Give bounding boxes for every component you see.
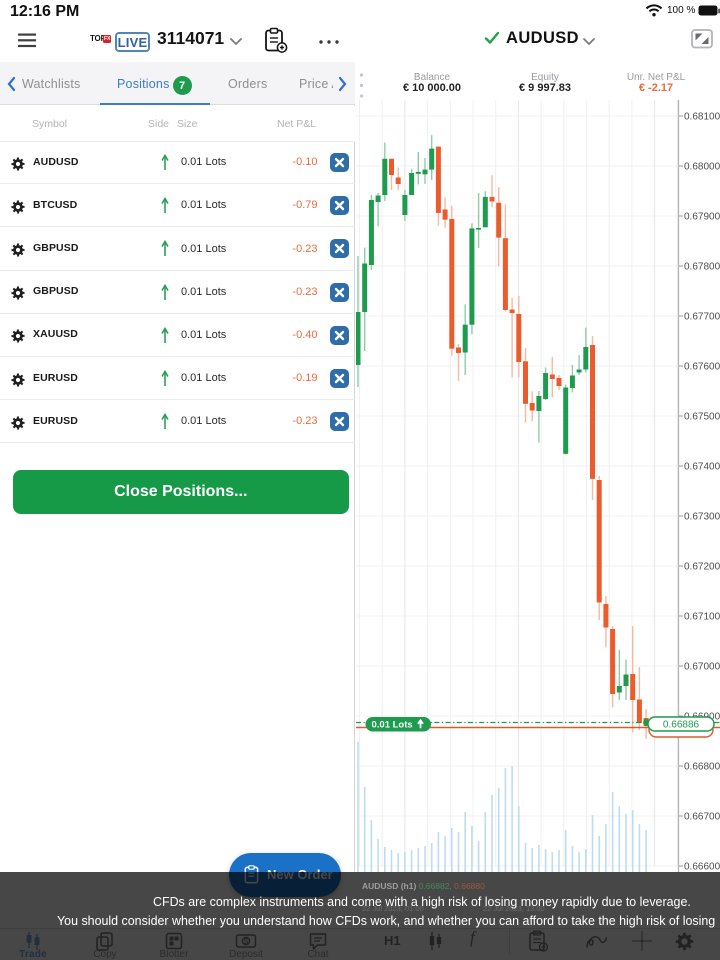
svg-text:0.68100: 0.68100: [684, 112, 720, 123]
svg-text:0.67400: 0.67400: [684, 462, 720, 473]
svg-text:0.66700: 0.66700: [684, 812, 720, 823]
svg-text:0.01 Lots: 0.01 Lots: [372, 719, 413, 730]
svg-text:0.67600: 0.67600: [684, 362, 720, 373]
svg-text:0.67700: 0.67700: [684, 312, 720, 323]
svg-text:0.67300: 0.67300: [684, 512, 720, 523]
svg-text:0.66800: 0.66800: [684, 762, 720, 773]
svg-text:0.68000: 0.68000: [684, 162, 720, 173]
svg-text:0.66886: 0.66886: [663, 720, 700, 731]
svg-text:0.67000: 0.67000: [684, 662, 720, 673]
svg-text:0.66600: 0.66600: [684, 862, 720, 873]
svg-text:0.67800: 0.67800: [684, 262, 720, 273]
svg-text:0.67100: 0.67100: [684, 612, 720, 623]
svg-text:0.67500: 0.67500: [684, 412, 720, 423]
svg-text:0.67900: 0.67900: [684, 212, 720, 223]
svg-text:0.67200: 0.67200: [684, 562, 720, 573]
